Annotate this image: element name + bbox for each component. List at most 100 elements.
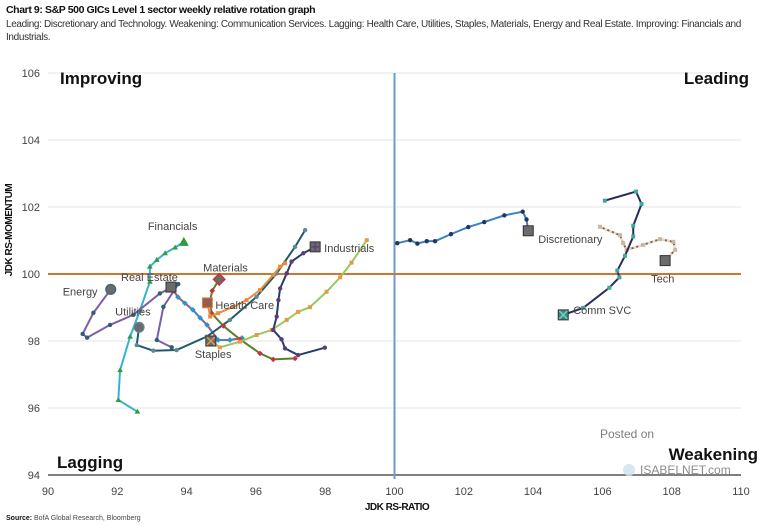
data-point <box>432 238 438 244</box>
data-point <box>115 396 122 402</box>
series-financials: Financials <box>115 221 198 414</box>
data-point <box>284 271 289 276</box>
data-point <box>502 213 507 218</box>
data-point <box>482 219 487 225</box>
series-label-comm-svc: Comm SVC <box>573 305 631 317</box>
data-point <box>157 291 163 296</box>
chart-subtitle: Leading: Discretionary and Technology. W… <box>6 19 741 43</box>
series-health-care: Health Care <box>201 261 288 319</box>
data-point <box>283 261 288 266</box>
series-staples: Staples <box>195 238 369 361</box>
x-tick-label: 94 <box>180 486 192 498</box>
data-point <box>301 251 306 256</box>
y-tick-label: 94 <box>28 470 40 482</box>
series-label-staples: Staples <box>195 349 232 361</box>
chart-title: Chart 9: S&P 500 GICs Level 1 sector wee… <box>6 4 316 16</box>
x-tick-label: 110 <box>732 486 750 498</box>
series-comm-svc: Comm SVC <box>557 189 644 321</box>
data-point <box>618 233 623 238</box>
y-tick-label: 104 <box>22 135 40 147</box>
data-point <box>289 259 294 264</box>
data-point <box>127 333 133 339</box>
series-materials: Materials <box>203 262 298 363</box>
x-tick-label: 98 <box>319 486 331 498</box>
end-marker-materials <box>212 272 226 287</box>
data-point <box>172 244 178 250</box>
data-point <box>279 337 284 342</box>
end-marker-cross-comm-svc <box>558 310 568 320</box>
data-point <box>271 273 276 278</box>
data-point <box>117 367 123 373</box>
watermark-posted-on: Posted on <box>600 427 654 441</box>
data-point <box>282 346 288 351</box>
data-point <box>338 275 343 280</box>
data-point <box>302 227 308 233</box>
data-point <box>254 294 259 299</box>
data-point <box>258 288 263 293</box>
series-line-industrials <box>272 245 326 357</box>
end-marker-utilities <box>133 321 145 333</box>
data-point <box>407 237 413 243</box>
data-point <box>671 239 676 244</box>
data-point <box>154 256 160 262</box>
data-point <box>80 331 85 337</box>
data-point <box>190 307 196 313</box>
data-point <box>278 264 283 269</box>
data-point <box>466 224 471 230</box>
data-point <box>174 347 179 353</box>
data-point <box>395 240 400 246</box>
series-label-industrials: Industrials <box>324 243 375 255</box>
data-point <box>657 237 662 242</box>
data-point <box>134 342 139 348</box>
series-label-utilities: Utilities <box>115 306 151 318</box>
data-point <box>597 224 602 229</box>
end-marker-energy <box>105 283 117 295</box>
series-label-energy: Energy <box>63 286 98 298</box>
series-line-discretionary <box>396 210 530 245</box>
x-axis-title: JDK RS-RATIO <box>365 502 430 513</box>
y-tick-label: 100 <box>22 269 40 281</box>
data-point <box>131 312 136 318</box>
data-point <box>237 339 242 344</box>
y-tick-label: 98 <box>28 336 40 348</box>
data-point <box>204 322 210 328</box>
data-point <box>274 314 279 319</box>
series-industrials: Industrials <box>271 241 375 358</box>
data-point <box>292 355 298 362</box>
data-point <box>161 304 166 310</box>
data-point <box>209 287 216 294</box>
data-point <box>244 298 249 303</box>
data-point <box>307 305 312 310</box>
data-point <box>271 327 276 333</box>
data-point <box>162 250 168 256</box>
data-point <box>581 305 586 310</box>
series-tech: Tech <box>597 224 678 286</box>
data-point <box>673 247 678 252</box>
data-point <box>415 241 420 246</box>
data-point <box>151 348 156 353</box>
source-label: Source: <box>6 515 33 522</box>
end-marker-discretionary <box>522 225 534 237</box>
data-point <box>217 345 222 350</box>
series-line-staples <box>209 239 368 349</box>
data-point <box>231 304 236 309</box>
series-label-financials: Financials <box>148 221 198 233</box>
data-point <box>270 356 277 363</box>
data-point <box>227 337 233 343</box>
data-point <box>631 234 636 239</box>
data-point <box>292 244 298 250</box>
series-label-health-care: Health Care <box>215 300 274 312</box>
data-point <box>424 238 429 244</box>
data-point <box>621 241 626 246</box>
data-point <box>215 337 221 343</box>
series-discretionary: Discretionary <box>395 209 603 246</box>
watermark: Posted on ISABELNET.com <box>600 427 731 477</box>
data-point <box>615 268 620 273</box>
y-axis-title: JDK RS-MOMENTUM <box>4 184 15 277</box>
x-tick-label: 108 <box>663 486 681 498</box>
data-point <box>208 314 213 319</box>
data-point <box>216 311 221 316</box>
x-tick-label: 100 <box>385 486 403 498</box>
end-marker-financials <box>178 236 189 246</box>
